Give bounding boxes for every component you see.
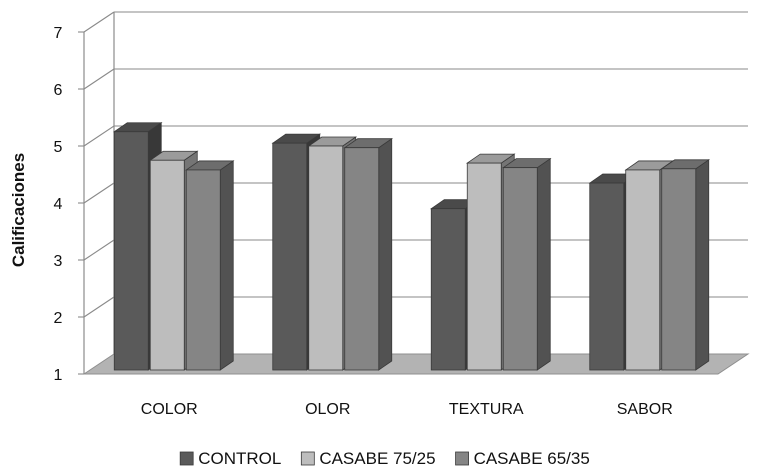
- y-tick-label: 4: [54, 196, 63, 213]
- legend-label: CASABE 65/35: [474, 449, 590, 468]
- x-category-label: COLOR: [141, 401, 198, 418]
- floor-plane: [82, 353, 750, 375]
- legend-item: CONTROL: [179, 449, 281, 468]
- bar-side-face: [219, 160, 234, 371]
- bar-front-face: [502, 167, 538, 371]
- legend-swatch: [300, 451, 315, 466]
- bar-front-face: [149, 159, 185, 371]
- y-axis-title: Calificaciones: [9, 153, 28, 267]
- y-tick-label: 5: [54, 139, 63, 156]
- bar-front-face: [113, 131, 149, 371]
- legend-swatch: [179, 451, 194, 466]
- bar: [501, 157, 552, 371]
- legend-label: CONTROL: [198, 449, 281, 468]
- y-tick-label: 2: [54, 310, 63, 327]
- bar-front-face: [466, 162, 502, 371]
- legend-item: CASABE 75/25: [300, 449, 436, 468]
- bar: [660, 159, 711, 371]
- legend-label: CASABE 75/25: [319, 449, 435, 468]
- bar-front-face: [625, 169, 661, 371]
- bar-front-face: [308, 145, 344, 371]
- bar-front-face: [272, 142, 308, 371]
- gridline-side: [83, 11, 115, 33]
- bar-front-face: [185, 169, 221, 371]
- bar-front-face: [430, 208, 466, 371]
- bar-front-face: [661, 168, 697, 371]
- gridline-side: [83, 125, 115, 147]
- bar: [343, 137, 394, 371]
- bars: [112, 121, 711, 371]
- legend: CONTROL CASABE 75/25 CASABE 65/35: [179, 449, 590, 468]
- y-tick-label: 6: [54, 82, 63, 99]
- bar-side-face: [695, 159, 710, 371]
- y-tick-label: 7: [54, 25, 63, 42]
- bar-front-face: [589, 182, 625, 371]
- chart-floor: [82, 353, 750, 375]
- bar: [184, 160, 235, 371]
- gridline-side: [83, 68, 115, 90]
- gridline-side: [83, 296, 115, 318]
- x-axis-labels: COLOR OLOR TEXTURA SABOR: [141, 401, 673, 418]
- y-tick-label: 3: [54, 253, 63, 270]
- legend-swatch: [455, 451, 469, 466]
- gridline-side: [83, 182, 115, 204]
- x-category-label: SABOR: [617, 401, 673, 418]
- bar-side-face: [378, 137, 393, 371]
- bar-side-face: [536, 157, 551, 371]
- legend-item: CASABE 65/35: [455, 449, 590, 468]
- y-axis-ticks: 1 2 3 4 5 6 7: [54, 25, 84, 384]
- y-tick-label: 1: [54, 367, 63, 384]
- bar-front-face: [344, 147, 380, 371]
- x-category-label: TEXTURA: [449, 401, 524, 418]
- x-category-label: OLOR: [305, 401, 350, 418]
- gridline-side: [83, 239, 115, 261]
